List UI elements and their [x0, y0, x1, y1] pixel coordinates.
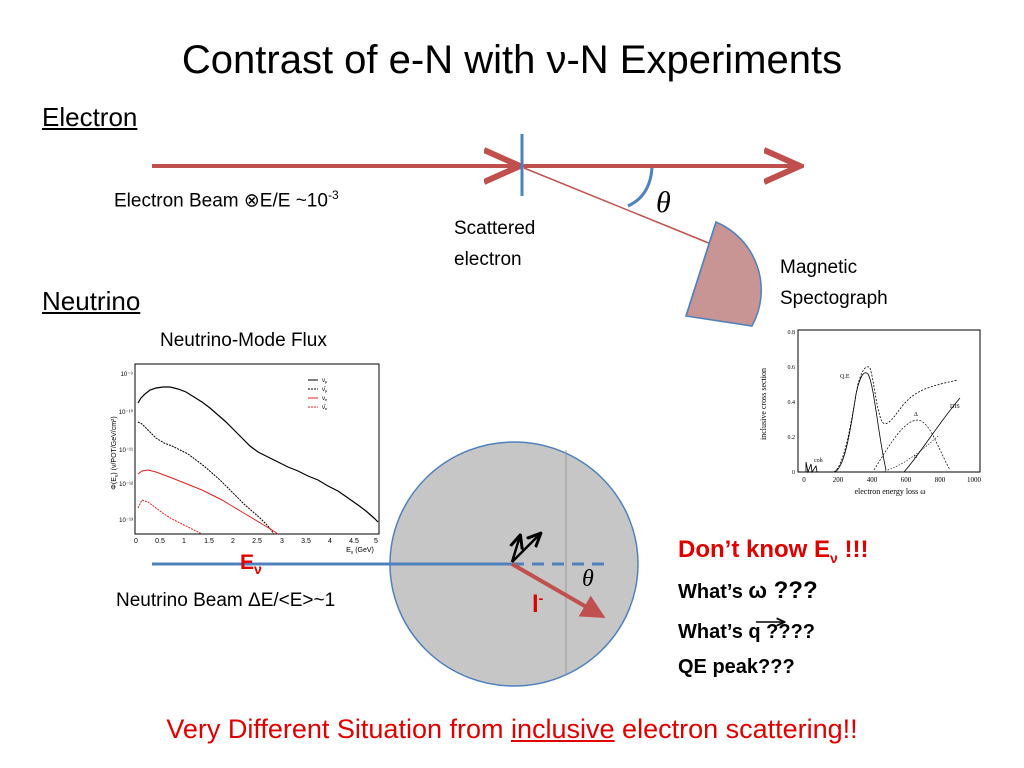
- xsec-pi-curve: [881, 435, 939, 473]
- q-tail: ????: [760, 621, 816, 643]
- legend-nue: νe: [322, 396, 328, 402]
- xsec-ytick-4: 0: [792, 470, 795, 476]
- magnetic-spectrograph: [685, 220, 762, 327]
- xsec-ytick-1: 0.6: [788, 365, 796, 371]
- xsec-xtick-3: 600: [901, 476, 912, 484]
- flux-title: Neutrino-Mode Flux: [160, 330, 327, 351]
- lepton-arrow: [510, 562, 606, 619]
- dont-know-base: Don’t know E: [678, 536, 830, 563]
- flux-xtick-1: 0.5: [155, 538, 165, 545]
- lepton-label: l-: [532, 590, 543, 619]
- lepton-sup: -: [538, 590, 544, 606]
- scattered-label-2: electron: [454, 249, 522, 270]
- electron-beam-exponent: -3: [327, 188, 339, 202]
- xsec-delta-curve: [873, 419, 951, 471]
- flux-xlabel: Eν (GeV): [346, 547, 374, 554]
- electron-beam-label: Electron Beam ⊗E/E ~10-3: [114, 188, 339, 212]
- xsec-xtick-5: 1000: [967, 476, 982, 484]
- recoil-arrow-1: [512, 536, 520, 563]
- flux-ytick-3: 10⁻¹²: [119, 482, 133, 488]
- omega-tail: ???: [766, 577, 818, 604]
- xsec-ylabel: inclusive cross section: [759, 368, 768, 440]
- xsec-total-curve: [833, 366, 959, 473]
- q-prefix: What’s: [678, 621, 749, 643]
- flux-xtick-3: 1.5: [204, 538, 214, 545]
- xsec-xtick-0: 0: [802, 476, 806, 484]
- footer-before: Very Different Situation from: [166, 714, 511, 744]
- footer-underlined: inclusive: [511, 714, 615, 744]
- xsec-dis-curve: [903, 397, 961, 473]
- flux-xtick-2: 1: [182, 538, 186, 545]
- footer-after: electron scattering!!: [614, 714, 858, 744]
- dont-know-enu: Don’t know Eν !!!: [678, 536, 868, 566]
- xsec-label-coh: coh: [814, 458, 823, 464]
- xsec-label-qe: Q.E: [840, 374, 850, 380]
- omega-symbol: ω: [748, 578, 767, 603]
- xsec-label-pi: π: [914, 454, 917, 460]
- electron-theta: θ: [656, 186, 671, 219]
- q-symbol: q: [748, 621, 761, 643]
- whats-q: What’s q ????: [678, 621, 815, 644]
- spectrograph-label-2: Spectograph: [780, 288, 888, 309]
- qe-peak-question: QE peak???: [678, 656, 795, 678]
- legend-nuebar: ν̄e: [322, 405, 328, 411]
- flux-xtick-0: 0: [134, 538, 138, 545]
- flux-ytick-1: 10⁻¹⁰: [119, 409, 134, 416]
- neutrino-heading: Neutrino: [42, 286, 141, 316]
- flux-ytick-2: 10⁻¹¹: [119, 448, 133, 454]
- e-nu-label: Eν: [240, 551, 262, 577]
- xsec-ytick-0: 0.8: [788, 330, 796, 336]
- xsec-ytick-3: 0.2: [788, 435, 796, 441]
- recoil-arrow-2: [511, 534, 540, 563]
- dont-know-sub: ν: [830, 549, 838, 566]
- scattered-electron-arrow: [523, 167, 718, 248]
- scattering-angle-arc: [627, 167, 654, 208]
- flux-xtick-5: 2.5: [252, 538, 262, 545]
- flux-xtick-8: 4: [328, 538, 332, 545]
- scattered-label-1: Scattered: [454, 218, 536, 239]
- xsec-xlabel: electron energy loss ω: [854, 487, 925, 496]
- neutrino-flux-plot: Φ(Eν) (ν/POT/GeV/cm²) 10⁻⁹ 10⁻¹⁰ 10⁻¹¹ 1…: [111, 363, 380, 554]
- slide-title: Contrast of e-N with ν-N Experiments: [181, 38, 843, 82]
- whats-omega: What’s ω ???: [678, 577, 818, 605]
- xsec-label-dis: DIS: [950, 404, 960, 410]
- flux-curve-numu: [137, 386, 379, 523]
- flux-xtick-4: 2: [231, 538, 235, 545]
- xsec-xtick-2: 400: [867, 476, 878, 484]
- xsec-xtick-1: 200: [833, 476, 844, 484]
- flux-ylabel: Φ(Eν) (ν/POT/GeV/cm²): [111, 416, 120, 489]
- legend-numubar: ν̄μ: [322, 387, 328, 393]
- electron-heading: Electron: [42, 102, 138, 132]
- flux-curve-nuebar: [137, 499, 203, 535]
- legend-numu: νμ: [322, 378, 328, 384]
- lepton-base: l: [532, 591, 539, 618]
- flux-xtick-10: 5: [374, 538, 378, 545]
- flux-xtick-6: 3: [280, 538, 284, 545]
- e-nu-sub: ν: [254, 561, 262, 578]
- dont-know-tail: !!!: [837, 536, 869, 563]
- omega-prefix: What’s: [678, 581, 749, 603]
- flux-ytick-0: 10⁻⁹: [121, 371, 134, 378]
- xsec-label-delta: Δ: [914, 412, 918, 418]
- flux-curve-nue: [137, 469, 279, 535]
- xsec-ytick-2: 0.4: [788, 400, 796, 406]
- xsec-xtick-4: 800: [935, 476, 946, 484]
- electron-beam-text: Electron Beam ⊗E/E ~10: [114, 190, 328, 212]
- xsec-coh-spikes: [805, 461, 818, 474]
- inclusive-xsec-plot: inclusive cross section 0.8 0.6 0.4 0.2 …: [759, 329, 982, 496]
- flux-xtick-7: 3.5: [301, 538, 311, 545]
- footer-statement: Very Different Situation from inclusive …: [0, 714, 1024, 745]
- neutrino-theta: θ: [582, 566, 594, 592]
- xsec-qe-curve: [833, 372, 887, 473]
- spectrograph-label-1: Magnetic: [780, 257, 858, 278]
- neutrino-beam-label: Neutrino Beam ΔE/<E>~1: [116, 590, 336, 611]
- e-nu-base: E: [240, 551, 255, 574]
- flux-ytick-4: 10⁻¹³: [119, 518, 133, 524]
- flux-xtick-9: 4.5: [349, 538, 359, 545]
- flux-curve-numubar: [137, 421, 275, 535]
